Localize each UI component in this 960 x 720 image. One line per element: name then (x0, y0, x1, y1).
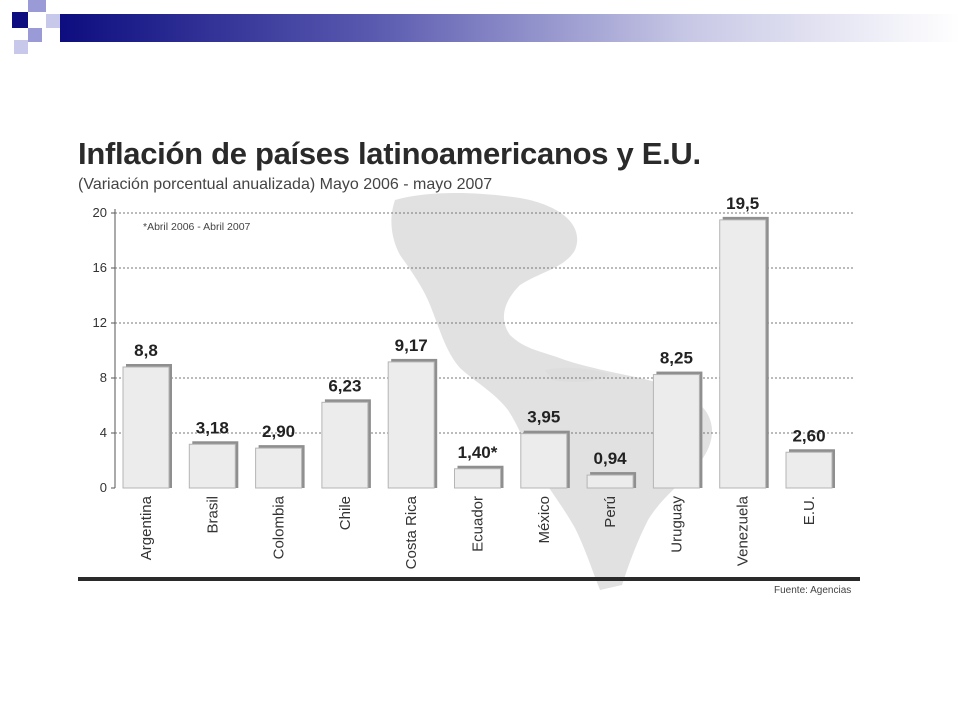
category-label: México (536, 496, 553, 544)
header-decoration-square (28, 0, 46, 12)
bar (255, 447, 303, 489)
bar (454, 468, 501, 489)
chart-subtitle: (Variación porcentual anualizada) Mayo 2… (78, 176, 493, 193)
category-label: Uruguay (668, 496, 685, 553)
y-tick-label: 0 (100, 480, 107, 495)
bar (122, 366, 170, 489)
category-label: Ecuador (470, 496, 487, 552)
bar-value-label: 0,94 (594, 449, 628, 468)
y-tick-label: 12 (93, 315, 107, 330)
category-label: Venezuela (735, 495, 752, 566)
category-label: Brasil (204, 496, 221, 534)
bar-value-label: 8,25 (660, 349, 693, 368)
bar-value-label: 3,95 (527, 408, 560, 427)
category-labels: Argentina Brasil Colombia Chile Costa Rica Ec… (138, 495, 818, 569)
chart-source: Fuente: Agencias (774, 585, 852, 596)
background-map-silhouette (391, 193, 713, 590)
bar (785, 451, 833, 489)
bar-value-label: 9,17 (395, 336, 428, 355)
bar-value-label: 1,40* (458, 443, 498, 462)
bar (719, 219, 767, 489)
background-map-island (545, 367, 610, 382)
bars (122, 216, 835, 489)
bar (188, 443, 236, 489)
y-tick-label: 8 (100, 370, 107, 385)
bar-value-label: 3,18 (196, 418, 229, 437)
header-decoration-square (46, 14, 60, 28)
value-labels: 8,8 3,18 2,90 6,23 9,17 1,40* 3,95 0,94 8,25 19,5… (134, 194, 825, 468)
bar-value-label: 19,5 (726, 194, 759, 213)
bar (652, 374, 700, 489)
category-label: Chile (337, 496, 354, 530)
category-label: Perú (602, 496, 619, 528)
bar (586, 474, 634, 489)
header-gradient-bar (60, 14, 960, 42)
y-tick-label: 4 (100, 425, 107, 440)
bar (520, 433, 568, 489)
header-decoration-square (28, 28, 42, 42)
bar-value-label: 2,60 (792, 426, 825, 445)
chart-title: Inflación de países latinoamericanos y E… (78, 136, 701, 171)
category-label: E.U. (801, 496, 818, 525)
header-decoration-square (14, 40, 28, 54)
bar (321, 401, 369, 489)
chart-footnote: *Abril 2006 - Abril 2007 (143, 221, 251, 233)
y-tick-label: 20 (93, 205, 107, 220)
category-label: Costa Rica (403, 495, 420, 569)
category-label: Colombia (271, 495, 288, 559)
bar (387, 361, 435, 489)
y-axis-ticks: 0 4 8 12 16 20 (93, 205, 115, 495)
header-decoration-square (12, 12, 28, 28)
bottom-rule (78, 577, 860, 581)
bar-value-label: 2,90 (262, 422, 295, 441)
bar-value-label: 6,23 (328, 376, 361, 395)
category-label: Argentina (138, 495, 155, 560)
y-tick-label: 16 (93, 260, 107, 275)
bar-value-label: 8,8 (134, 341, 158, 360)
